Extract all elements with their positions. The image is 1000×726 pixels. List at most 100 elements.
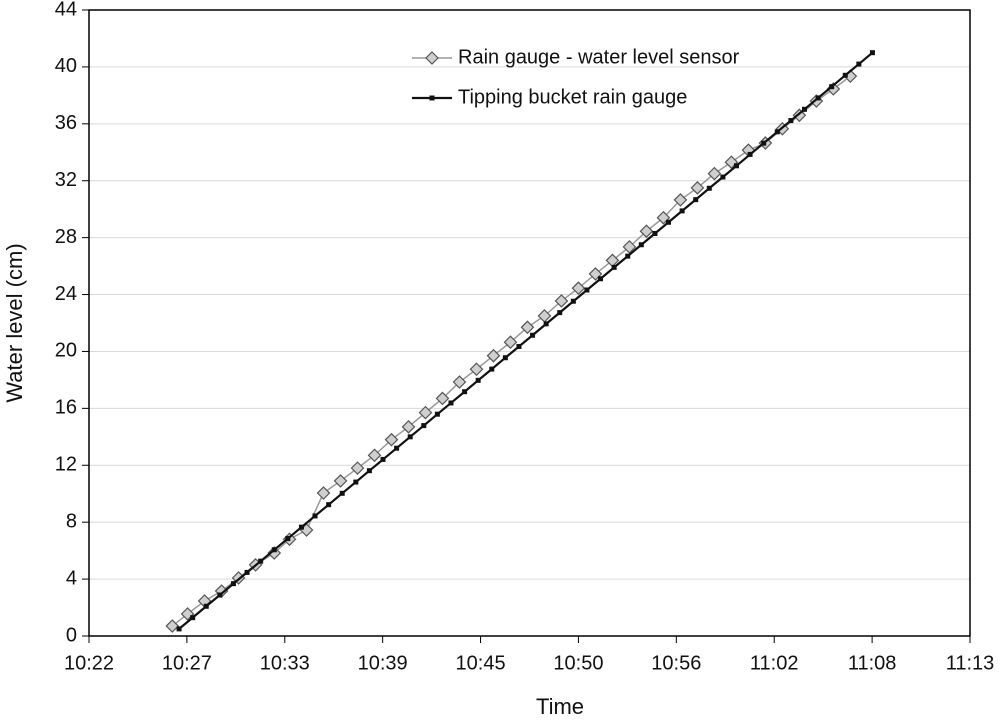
data-point (448, 400, 454, 406)
data-point (244, 569, 250, 575)
data-point (203, 603, 209, 609)
data-point (421, 423, 427, 429)
data-point (571, 281, 586, 295)
data-point (176, 626, 182, 632)
data-point (434, 411, 440, 417)
data-point (856, 61, 862, 67)
data-point (557, 310, 563, 316)
data-point (316, 486, 331, 500)
y-tick-label: 24 (55, 283, 77, 305)
data-point (588, 267, 603, 281)
data-point (516, 343, 522, 349)
data-point (543, 321, 549, 327)
legend-marker (429, 95, 435, 101)
y-axis-label: Water level (cm) (2, 243, 27, 402)
legend-marker (425, 51, 439, 65)
data-point (394, 445, 400, 451)
data-point (733, 163, 739, 169)
data-point (707, 166, 722, 181)
data-point (720, 174, 726, 180)
data-point (666, 219, 672, 225)
x-tick-label: 10:39 (358, 652, 408, 674)
x-tick-label: 10:56 (651, 652, 701, 674)
x-tick-label: 10:45 (456, 652, 506, 674)
data-point (869, 50, 875, 56)
data-point (598, 276, 604, 282)
data-point (801, 106, 807, 112)
data-point (462, 389, 468, 395)
y-tick-label: 28 (55, 226, 77, 248)
data-point (217, 592, 223, 598)
x-tick-label: 10:27 (162, 652, 212, 674)
data-point (706, 185, 712, 191)
data-point (350, 461, 365, 475)
data-point (693, 197, 699, 203)
data-point (842, 72, 848, 78)
data-point (380, 456, 386, 462)
x-tick-label: 10:33 (260, 652, 310, 674)
data-point (298, 524, 304, 530)
y-tick-label: 44 (55, 0, 77, 20)
x-tick-label: 11:13 (946, 652, 995, 674)
data-point (622, 240, 637, 254)
y-tick-label: 16 (55, 397, 77, 419)
data-point (339, 490, 345, 496)
data-point (639, 224, 654, 239)
data-point (418, 405, 433, 420)
y-tick-label: 0 (66, 624, 77, 646)
data-point (690, 180, 705, 195)
x-axis-label: Time (536, 694, 584, 719)
data-point (489, 366, 495, 372)
data-point (520, 320, 535, 335)
y-tick-label: 4 (66, 567, 77, 589)
data-point (638, 242, 644, 248)
legend-label: Rain gauge - water level sensor (458, 46, 740, 68)
data-point (475, 377, 481, 383)
data-point (554, 294, 569, 308)
data-point (673, 193, 688, 207)
data-point (486, 348, 501, 363)
data-point (611, 264, 617, 270)
data-point (570, 298, 576, 304)
data-point (502, 355, 508, 361)
x-tick-label: 10:22 (64, 652, 114, 674)
data-point (258, 558, 264, 564)
plot-frame (88, 9, 971, 637)
data-point (774, 129, 780, 135)
data-point (652, 231, 658, 237)
data-point (679, 208, 685, 214)
data-point (530, 332, 536, 338)
data-point (312, 513, 318, 519)
data-point (584, 287, 590, 293)
data-point (452, 375, 467, 389)
x-tick-label: 10:50 (553, 652, 603, 674)
x-tick-label: 11:02 (750, 652, 799, 674)
data-point (353, 479, 359, 485)
data-point (435, 391, 450, 406)
data-point (761, 140, 767, 146)
data-point (165, 619, 180, 633)
data-point (625, 253, 631, 259)
data-point (230, 581, 236, 587)
data-point (401, 420, 416, 434)
data-point (267, 546, 282, 560)
data-point (724, 155, 739, 170)
data-point (326, 502, 332, 508)
y-tick-label: 12 (55, 454, 77, 476)
data-point (333, 474, 348, 488)
y-tick-label: 8 (66, 510, 77, 532)
series-line (178, 51, 874, 630)
data-point (407, 434, 413, 440)
y-tick-label: 36 (55, 112, 77, 134)
data-point (190, 615, 196, 621)
x-tick-label: 11:08 (848, 652, 897, 674)
data-point (747, 151, 753, 157)
data-point (503, 335, 518, 350)
y-tick-label: 40 (55, 55, 77, 77)
data-point (469, 362, 484, 377)
data-point (271, 547, 277, 553)
data-point (366, 468, 372, 474)
data-point (180, 607, 195, 621)
data-point (829, 84, 835, 90)
